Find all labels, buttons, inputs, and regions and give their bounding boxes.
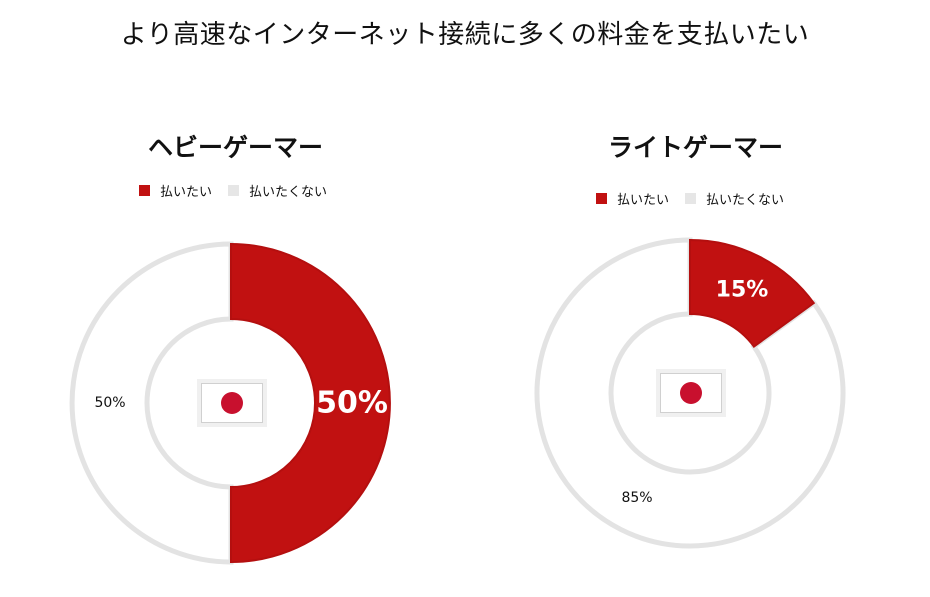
legend-label-yes: 払いたい	[160, 185, 213, 200]
legend-swatch-no	[228, 185, 240, 196]
legend-item-no: 払いたくない	[685, 189, 784, 208]
legend: 払いたい 払いたくない	[596, 189, 800, 208]
chart-light-gamers: ライトゲーマー 払いたい 払いたくない 15% 85%	[465, 0, 930, 597]
chart-heavy-gamers: ヘビーゲーマー 払いたい 払いたくない 50% 50%	[69, 133, 391, 565]
slice-no	[534, 237, 846, 549]
legend-item-yes: 払いたい	[139, 181, 212, 200]
slice-yes	[230, 242, 391, 564]
chart-title: ライトゲーマー	[608, 133, 784, 162]
legend-item-no: 払いたくない	[228, 181, 327, 200]
data-label-no: 85%	[621, 490, 652, 506]
japan-flag-icon	[660, 373, 722, 413]
legend-swatch-yes	[139, 185, 150, 196]
donut-chart: 50% 50%	[69, 241, 391, 565]
flag-disc	[680, 382, 702, 404]
legend-label-no: 払いたくない	[706, 193, 785, 208]
legend-item-yes: 払いたい	[596, 189, 669, 208]
donut-chart: 15% 85%	[534, 237, 846, 549]
legend: 払いたい 払いたくない	[139, 181, 343, 200]
chart-title: ヘビーゲーマー	[148, 133, 324, 162]
legend-swatch-no	[685, 193, 697, 204]
data-label-no: 50%	[94, 395, 125, 411]
japan-flag-icon	[201, 383, 263, 423]
legend-label-yes: 払いたい	[617, 193, 670, 208]
page-title: より高速なインターネット接続に多くの料金を支払いたい	[120, 20, 810, 50]
legend-label-no: 払いたくない	[249, 185, 328, 200]
slice-yes	[689, 238, 816, 348]
slice-no	[69, 241, 234, 565]
flag-disc	[221, 392, 243, 414]
data-label-yes: 50%	[316, 386, 388, 421]
data-label-yes: 15%	[716, 278, 769, 303]
legend-swatch-yes	[596, 193, 607, 204]
